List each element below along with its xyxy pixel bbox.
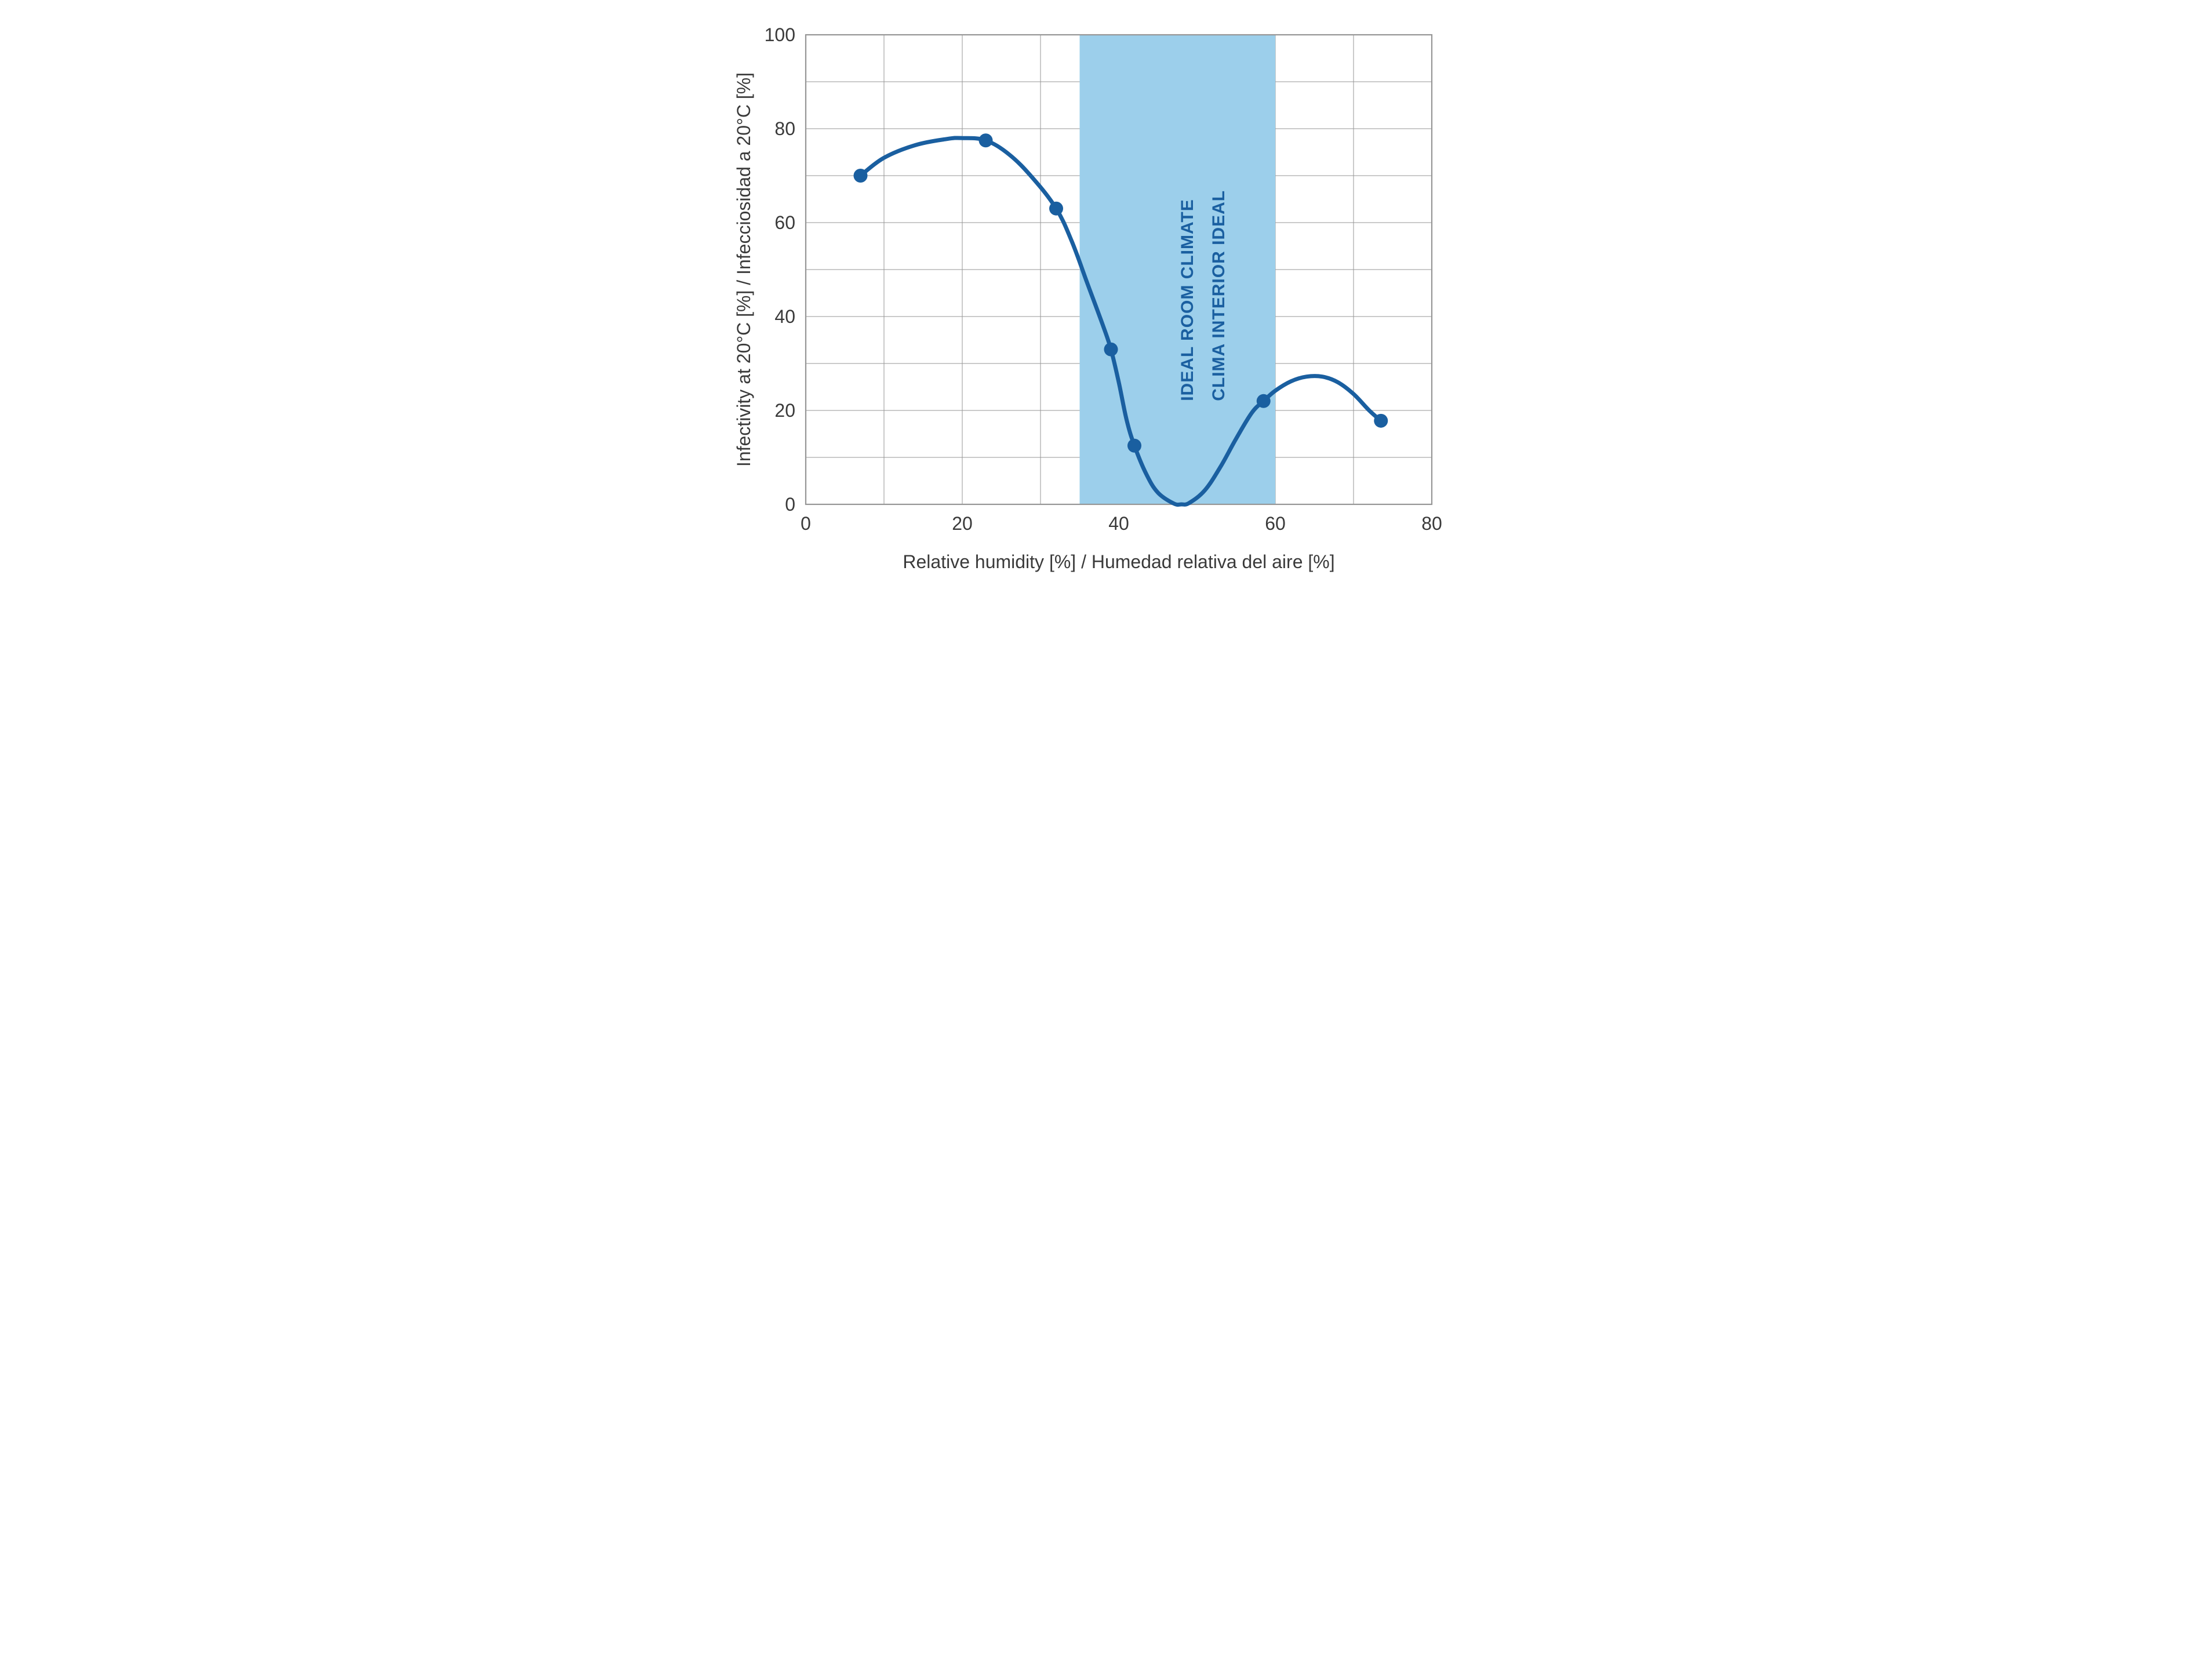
ideal-climate-band: [1079, 35, 1275, 504]
data-point: [1374, 414, 1388, 428]
y-tick-label: 40: [774, 306, 795, 327]
y-tick-label: 0: [785, 494, 795, 515]
x-axis-label: Relative humidity [%] / Humedad relativa…: [903, 551, 1334, 572]
x-tick-label: 40: [1108, 513, 1129, 534]
data-point: [1104, 343, 1118, 357]
data-point: [1049, 202, 1063, 216]
infectivity-chart: IDEAL ROOM CLIMATE CLIMA INTERIOR IDEAL 0 2…: [730, 23, 1460, 583]
y-tick-label: 100: [764, 24, 795, 45]
y-tick-label: 60: [774, 212, 795, 233]
data-point: [1127, 439, 1141, 453]
y-tick-label: 20: [774, 400, 795, 421]
x-tick-label: 80: [1421, 513, 1442, 534]
x-tick-label: 60: [1265, 513, 1286, 534]
data-point: [978, 133, 992, 147]
y-tick-label: 80: [774, 118, 795, 139]
chart-svg: IDEAL ROOM CLIMATE CLIMA INTERIOR IDEAL 0 2…: [730, 23, 1460, 583]
y-axis-label: Infectivity at 20°C [%] / Infecciosidad …: [733, 72, 754, 467]
x-tick-label: 0: [801, 513, 811, 534]
data-point: [853, 169, 867, 183]
band-label-es: CLIMA INTERIOR IDEAL: [1209, 190, 1228, 401]
x-tick-label: 20: [952, 513, 973, 534]
band-label-en: IDEAL ROOM CLIMATE: [1178, 199, 1197, 401]
data-point: [1256, 394, 1270, 408]
